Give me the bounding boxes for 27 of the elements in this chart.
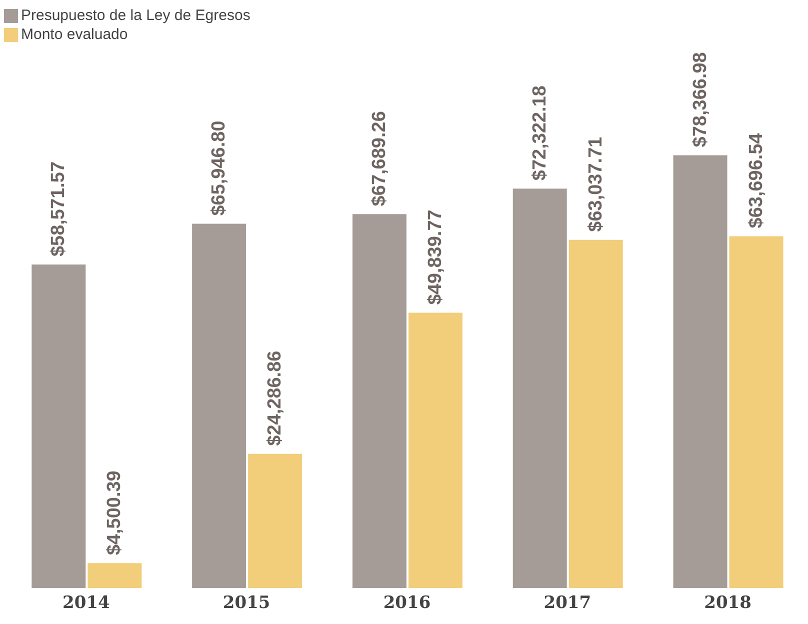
x-tick-label: 2018: [704, 593, 752, 614]
data-label: $65,946.80: [208, 120, 230, 216]
x-tick-label: 2017: [544, 593, 592, 614]
bar: [32, 264, 86, 588]
bar: [729, 236, 784, 588]
bar: [408, 312, 462, 588]
bar: [248, 454, 302, 588]
bar: [673, 155, 728, 588]
data-label: $63,037.71: [585, 136, 606, 232]
data-label: $72,322.18: [529, 86, 550, 181]
data-label: $78,366.98: [690, 52, 711, 148]
bar: [88, 563, 142, 588]
bar: [192, 224, 246, 588]
data-label: $4,500.39: [104, 470, 126, 556]
x-tick-label: 2014: [62, 593, 110, 614]
x-tick-label: 2016: [383, 593, 431, 614]
data-label: $58,571.57: [48, 161, 70, 257]
legend-label: Presupuesto de la Ley de Egresos: [21, 7, 250, 24]
bar: [568, 240, 623, 588]
data-label: $24,286.86: [264, 350, 286, 446]
x-tick-label: 2015: [222, 593, 270, 614]
data-label: $63,696.54: [746, 132, 767, 228]
legend-label: Monto evaluado: [21, 26, 128, 43]
data-label: $49,839.77: [424, 210, 446, 305]
bar: [352, 214, 406, 588]
data-label: $67,689.26: [368, 111, 390, 206]
bar: [512, 188, 567, 588]
